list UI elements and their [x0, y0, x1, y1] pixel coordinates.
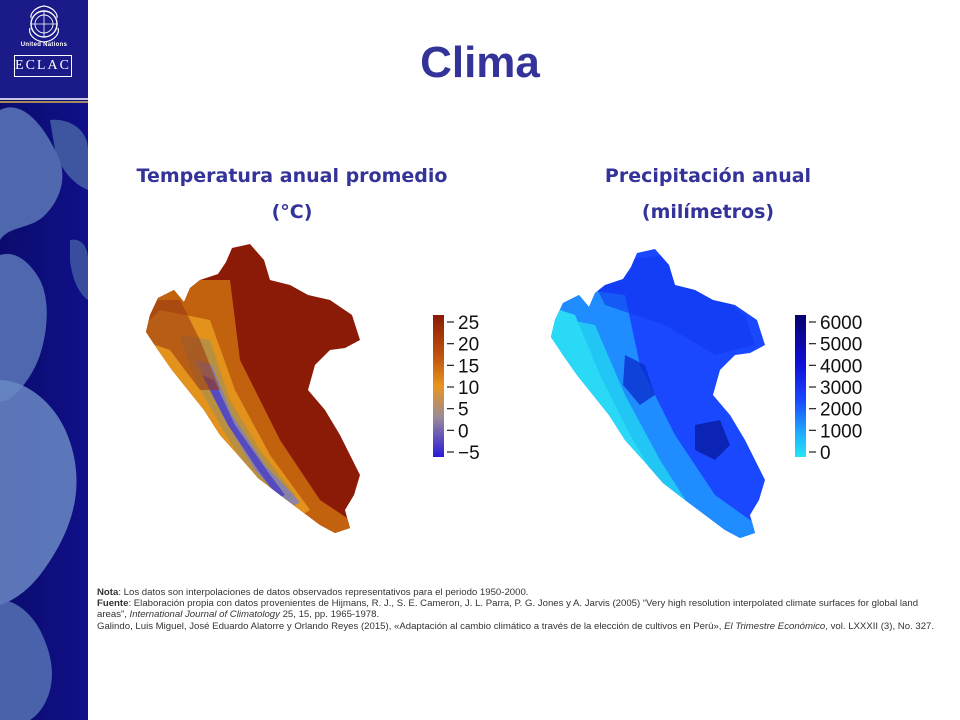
galindo-line: Galindo, Luis Miguel, José Eduardo Alato… — [97, 621, 947, 632]
precipitation-tick-label: 1000 — [820, 421, 862, 442]
temperature-tick-label: −5 — [458, 443, 480, 462]
galindo-text-2: , vol. LXXXII (3), No. 327. — [825, 620, 935, 632]
world-map-strip — [0, 0, 88, 720]
un-org-name: United Nations — [20, 42, 68, 48]
precipitation-tick-label: 0 — [820, 443, 831, 462]
temperature-tick-label: 0 — [458, 421, 469, 442]
precipitation-tick-label: 2000 — [820, 400, 862, 421]
nota-line: Nota: Los datos son interpolaciones de d… — [97, 587, 947, 598]
precipitation-map — [551, 249, 765, 538]
sidebar-banner: United Nations ECLAC — [0, 0, 88, 720]
temperature-tick-label: 10 — [458, 378, 479, 399]
nota-text: : Los datos son interpolaciones de datos… — [118, 587, 529, 598]
un-emblem-icon — [29, 5, 59, 43]
source-notes: Nota: Los datos son interpolaciones de d… — [97, 587, 947, 632]
precipitation-tick-label: 4000 — [820, 356, 862, 377]
page-title: Clima — [420, 38, 540, 87]
fuente-journal: International Journal of Climatology — [129, 609, 280, 621]
nota-label: Nota — [97, 587, 119, 598]
temperature-tick-label: 15 — [458, 356, 479, 377]
fuente-label: Fuente — [97, 598, 129, 610]
precipitation-tick-label: 3000 — [820, 378, 862, 399]
fuente-line: Fuente: Elaboración propia con datos pro… — [97, 598, 947, 620]
galindo-text-1: Galindo, Luis Miguel, José Eduardo Alato… — [97, 620, 725, 632]
temperature-tick-label: 5 — [458, 400, 469, 421]
temperature-title-line2: (°C) — [271, 201, 313, 223]
temperature-colorbar — [433, 315, 444, 457]
precipitation-title-line2: (milímetros) — [641, 201, 775, 223]
precipitation-title-line1: Precipitación anual — [604, 165, 812, 187]
temperature-map — [146, 244, 360, 533]
fuente-text-1: : Elaboración propia con datos provenien… — [97, 598, 919, 621]
fuente-text-2: 25, 15, pp. 1965-1978. — [279, 609, 380, 621]
precipitation-tick-label: 6000 — [820, 313, 862, 334]
temperature-panel-title: Temperatura anual promedio (°C) — [112, 158, 472, 230]
precipitation-colorbar — [795, 315, 806, 457]
precipitation-tick-label: 5000 — [820, 335, 862, 356]
temperature-tick-label: 20 — [458, 335, 479, 356]
temperature-title-line1: Temperatura anual promedio — [136, 165, 448, 187]
galindo-journal: El Trimestre Económico — [724, 620, 826, 632]
temperature-tick-label: 25 — [458, 313, 479, 334]
eclac-acronym: ECLAC — [15, 58, 71, 73]
precipitation-panel-title: Precipitación anual (milímetros) — [528, 158, 888, 230]
eclac-logo: ECLAC — [14, 55, 72, 77]
